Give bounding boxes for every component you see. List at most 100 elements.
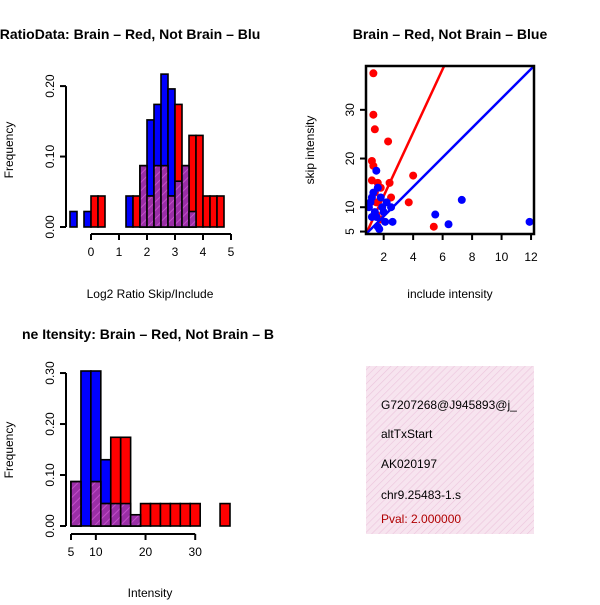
ratio-bars (69, 73, 225, 228)
scatter-point-brain-1 (369, 110, 378, 119)
ratio-bar-brain-1 (97, 195, 106, 228)
ratio-xlabel: Log2 Ratio Skip/Include (87, 287, 214, 301)
ratio-x-tick-label-1: 1 (116, 245, 123, 259)
scatter-x-tick-label-0: 2 (380, 250, 387, 264)
ratio-histogram: RatioData: Brain – Red, Not Brain – Blu … (0, 26, 260, 301)
intensity-bar-brain-7 (149, 502, 162, 527)
scatter-point-brain-14 (409, 171, 418, 180)
ratio-bar-brain-0 (90, 195, 99, 228)
ratio-ylabel: Frequency (2, 122, 16, 179)
intensity-y-tick-label-0: 0.00 (43, 514, 57, 538)
scatter-x-tick-label-2: 6 (439, 250, 446, 264)
ratio-bar-overlap-8 (174, 180, 183, 228)
scatter-point-notbrain-6 (373, 183, 382, 192)
info-accession: AK020197 (381, 457, 437, 471)
intensity-bar-overlap-3 (100, 502, 112, 527)
ratio-bar-overlap-4 (146, 195, 155, 228)
ratio-bar-brain-2 (132, 195, 141, 228)
info-panel: G7207268@J945893@j_ altTxStart AK020197 … (366, 366, 534, 534)
ratio-bar-brain-14 (216, 195, 225, 228)
scatter-ylabel: skip intensity (303, 116, 317, 185)
ratio-x-tick-label-5: 5 (228, 245, 235, 259)
scatter-xlabel: include intensity (407, 287, 492, 301)
scatter-point-brain-9 (384, 137, 393, 146)
ratio-x-tick-label-4: 4 (200, 245, 207, 259)
intensity-bar-brain-10 (179, 502, 192, 527)
scatter-fit-brain (364, 65, 446, 235)
intensity-bar-overlap-2 (90, 480, 102, 527)
scatter-x-tick-label-4: 10 (495, 250, 509, 264)
scatter-frame (364, 64, 536, 236)
scatter-point-notbrain-18 (431, 210, 440, 219)
intensity-bars (70, 370, 231, 527)
ratio-title: RatioData: Brain – Red, Not Brain – Blu (0, 26, 260, 42)
ratio-bar-overlap-7 (167, 195, 176, 228)
ratio-bar-notbrain-1 (83, 210, 92, 228)
scatter-plot: Brain – Red, Not Brain – Blue include in… (303, 26, 547, 301)
ratio-bar-notbrain-2 (125, 195, 134, 228)
scatter-point-notbrain-19 (444, 220, 453, 229)
ratio-axes: 0 1 2 3 4 5 0.00 0.10 0.20 (43, 74, 235, 259)
intensity-bar-notbrain-1 (80, 370, 92, 527)
ratio-bar-overlap-9 (181, 164, 190, 228)
intensity-xlabel: Intensity (128, 586, 173, 600)
ratio-x-tick-label-0: 0 (88, 245, 95, 259)
scatter-point-notbrain-16 (388, 217, 397, 226)
info-background (366, 366, 534, 534)
intensity-x-tick-label-0: 5 (68, 545, 75, 559)
ratio-bar-overlap-10 (188, 210, 197, 228)
intensity-ylabel: Frequency (2, 422, 16, 479)
scatter-point-notbrain-13 (375, 225, 384, 234)
scatter-point-notbrain-21 (525, 217, 534, 226)
scatter-point-notbrain-11 (381, 217, 390, 226)
ratio-bar-brain-13 (209, 195, 218, 228)
ratio-bar-brain-11 (195, 134, 204, 228)
scatter-y-tick-label-2: 20 (343, 152, 357, 166)
intensity-histogram: ne Itensity: Brain – Red, Not Brain – B … (2, 326, 274, 600)
ratio-x-tick-label-2: 2 (144, 245, 151, 259)
ratio-bar-overlap-3 (139, 164, 148, 228)
scatter-y-tick-label-1: 10 (343, 200, 357, 214)
scatter-point-brain-2 (370, 125, 379, 134)
intensity-title: ne Itensity: Brain – Red, Not Brain – B (22, 326, 274, 342)
intensity-y-tick-label-1: 0.10 (43, 463, 57, 487)
intensity-bar-brain-8 (159, 502, 172, 527)
intensity-x-tick-label-1: 10 (89, 545, 103, 559)
scatter-x-tick-label-5: 12 (524, 250, 538, 264)
scatter-x-tick-label-3: 8 (469, 250, 476, 264)
intensity-bar-overlap-5 (119, 502, 132, 527)
ratio-bar-overlap-5 (153, 164, 162, 228)
scatter-y-tick-label-3: 30 (343, 103, 357, 117)
scatter-point-brain-13 (404, 198, 413, 207)
ratio-bar-brain-12 (202, 195, 211, 228)
ratio-x-tick-label-3: 3 (172, 245, 179, 259)
scatter-x-tick-label-1: 4 (410, 250, 417, 264)
info-id: G7207268@J945893@j_ (381, 398, 517, 412)
intensity-bar-brain-12 (219, 502, 231, 527)
scatter-title: Brain – Red, Not Brain – Blue (353, 26, 548, 42)
info-location: chr9.25483-1.s (381, 488, 461, 502)
intensity-axes: 5 10 20 30 0.00 0.10 0.20 0.30 (43, 361, 202, 559)
intensity-bar-overlap-4 (109, 502, 122, 527)
info-pval: Pval: 2.000000 (381, 512, 461, 526)
scatter-point-brain-15 (429, 222, 438, 231)
scatter-fit-notbrain (365, 65, 535, 235)
info-type: altTxStart (381, 427, 433, 441)
intensity-bar-overlap-6 (129, 513, 142, 527)
intensity-bar-brain-11 (189, 502, 201, 527)
intensity-bar-brain-6 (139, 502, 152, 527)
ratio-y-tick-label-1: 0.10 (43, 145, 57, 169)
ratio-bar-notbrain-0 (69, 210, 78, 228)
intensity-x-tick-label-2: 20 (139, 545, 153, 559)
scatter-point-notbrain-8 (376, 193, 385, 202)
scatter-point-notbrain-17 (367, 212, 376, 221)
ratio-y-tick-label-2: 0.20 (43, 74, 57, 98)
intensity-bar-overlap-0 (70, 480, 82, 527)
scatter-axes: 2 4 6 8 10 12 5 10 20 30 (343, 64, 538, 264)
scatter-y-tick-label-0: 5 (343, 228, 357, 235)
scatter-point-notbrain-20 (457, 195, 466, 204)
scatter-point-brain-0 (369, 69, 378, 78)
intensity-y-tick-label-3: 0.30 (43, 361, 57, 385)
intensity-x-tick-label-3: 30 (189, 545, 203, 559)
